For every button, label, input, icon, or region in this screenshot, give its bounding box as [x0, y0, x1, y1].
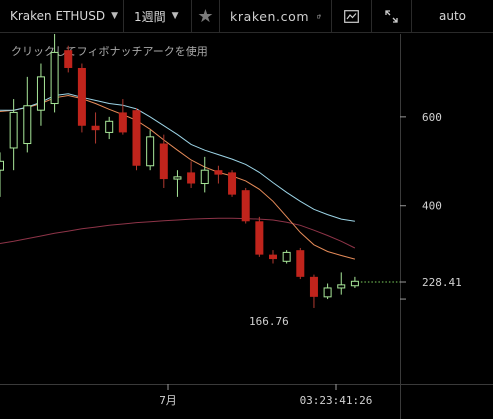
candle-body — [91, 125, 100, 131]
candle-body — [269, 254, 277, 260]
candle-body — [50, 51, 59, 105]
candle-body — [0, 160, 4, 171]
auto-label: auto — [438, 9, 466, 23]
candle-body — [309, 276, 318, 297]
moving-average-mid — [0, 94, 356, 260]
site-link[interactable]: kraken.com — [220, 0, 332, 32]
candle-body — [255, 221, 264, 255]
symbol-selector[interactable]: Kraken ETHUSD ▼ — [0, 0, 124, 32]
moving-average-fast — [0, 93, 355, 222]
site-label: kraken.com — [230, 8, 310, 24]
candle-body — [228, 172, 237, 195]
chart-settings-icon — [344, 9, 359, 23]
candle-body — [200, 169, 209, 185]
external-link-icon — [317, 14, 321, 18]
candle-body — [337, 284, 346, 289]
time-countdown-label: 03:23:41:26 — [300, 394, 373, 407]
y-tick-label: 400 — [422, 200, 442, 213]
fibonacci-hint: クリックしてフィボナッチアークを使用 — [11, 45, 208, 58]
candle-body — [282, 251, 291, 262]
interval-label: 1週間 — [134, 9, 166, 24]
chart-settings-button[interactable] — [332, 0, 372, 32]
expand-icon — [385, 9, 398, 23]
candle-body — [105, 120, 114, 133]
y-tick-label: 600 — [422, 111, 442, 124]
fullscreen-button[interactable] — [372, 0, 412, 32]
favorite-button[interactable]: ★ — [192, 0, 220, 32]
x-tick-label: 7月 — [159, 394, 177, 407]
candle-body — [36, 76, 45, 111]
y-tick-label: 800 — [422, 34, 442, 35]
candle-body — [350, 280, 359, 287]
star-icon: ★ — [197, 5, 214, 27]
candle-body — [132, 110, 141, 166]
candle-body — [64, 50, 73, 68]
candle-body — [159, 143, 168, 180]
moving-average-long — [0, 217, 356, 249]
candle-body — [118, 112, 127, 133]
candle-body — [9, 111, 18, 149]
candle-body — [187, 172, 196, 184]
last-price-label: 228.41 — [422, 276, 462, 289]
candle-body — [296, 250, 305, 277]
candle-body — [214, 170, 223, 175]
chevron-down-icon: ▼ — [171, 11, 179, 21]
candle-body — [241, 190, 250, 222]
candle-body — [173, 176, 182, 180]
symbol-label: Kraken ETHUSD — [10, 9, 106, 23]
candle-body — [323, 287, 332, 298]
candle-body — [146, 136, 155, 167]
low-annotation: 166.76 — [249, 315, 289, 328]
candle-body — [77, 67, 86, 126]
auto-scale-button[interactable]: auto — [412, 0, 493, 32]
candle-body — [23, 105, 32, 145]
chevron-down-icon: ▼ — [111, 11, 118, 21]
toolbar: Kraken ETHUSD ▼ 1週間 ▼ ★ kraken.com auto — [0, 0, 493, 33]
interval-selector[interactable]: 1週間 ▼ — [124, 0, 192, 32]
